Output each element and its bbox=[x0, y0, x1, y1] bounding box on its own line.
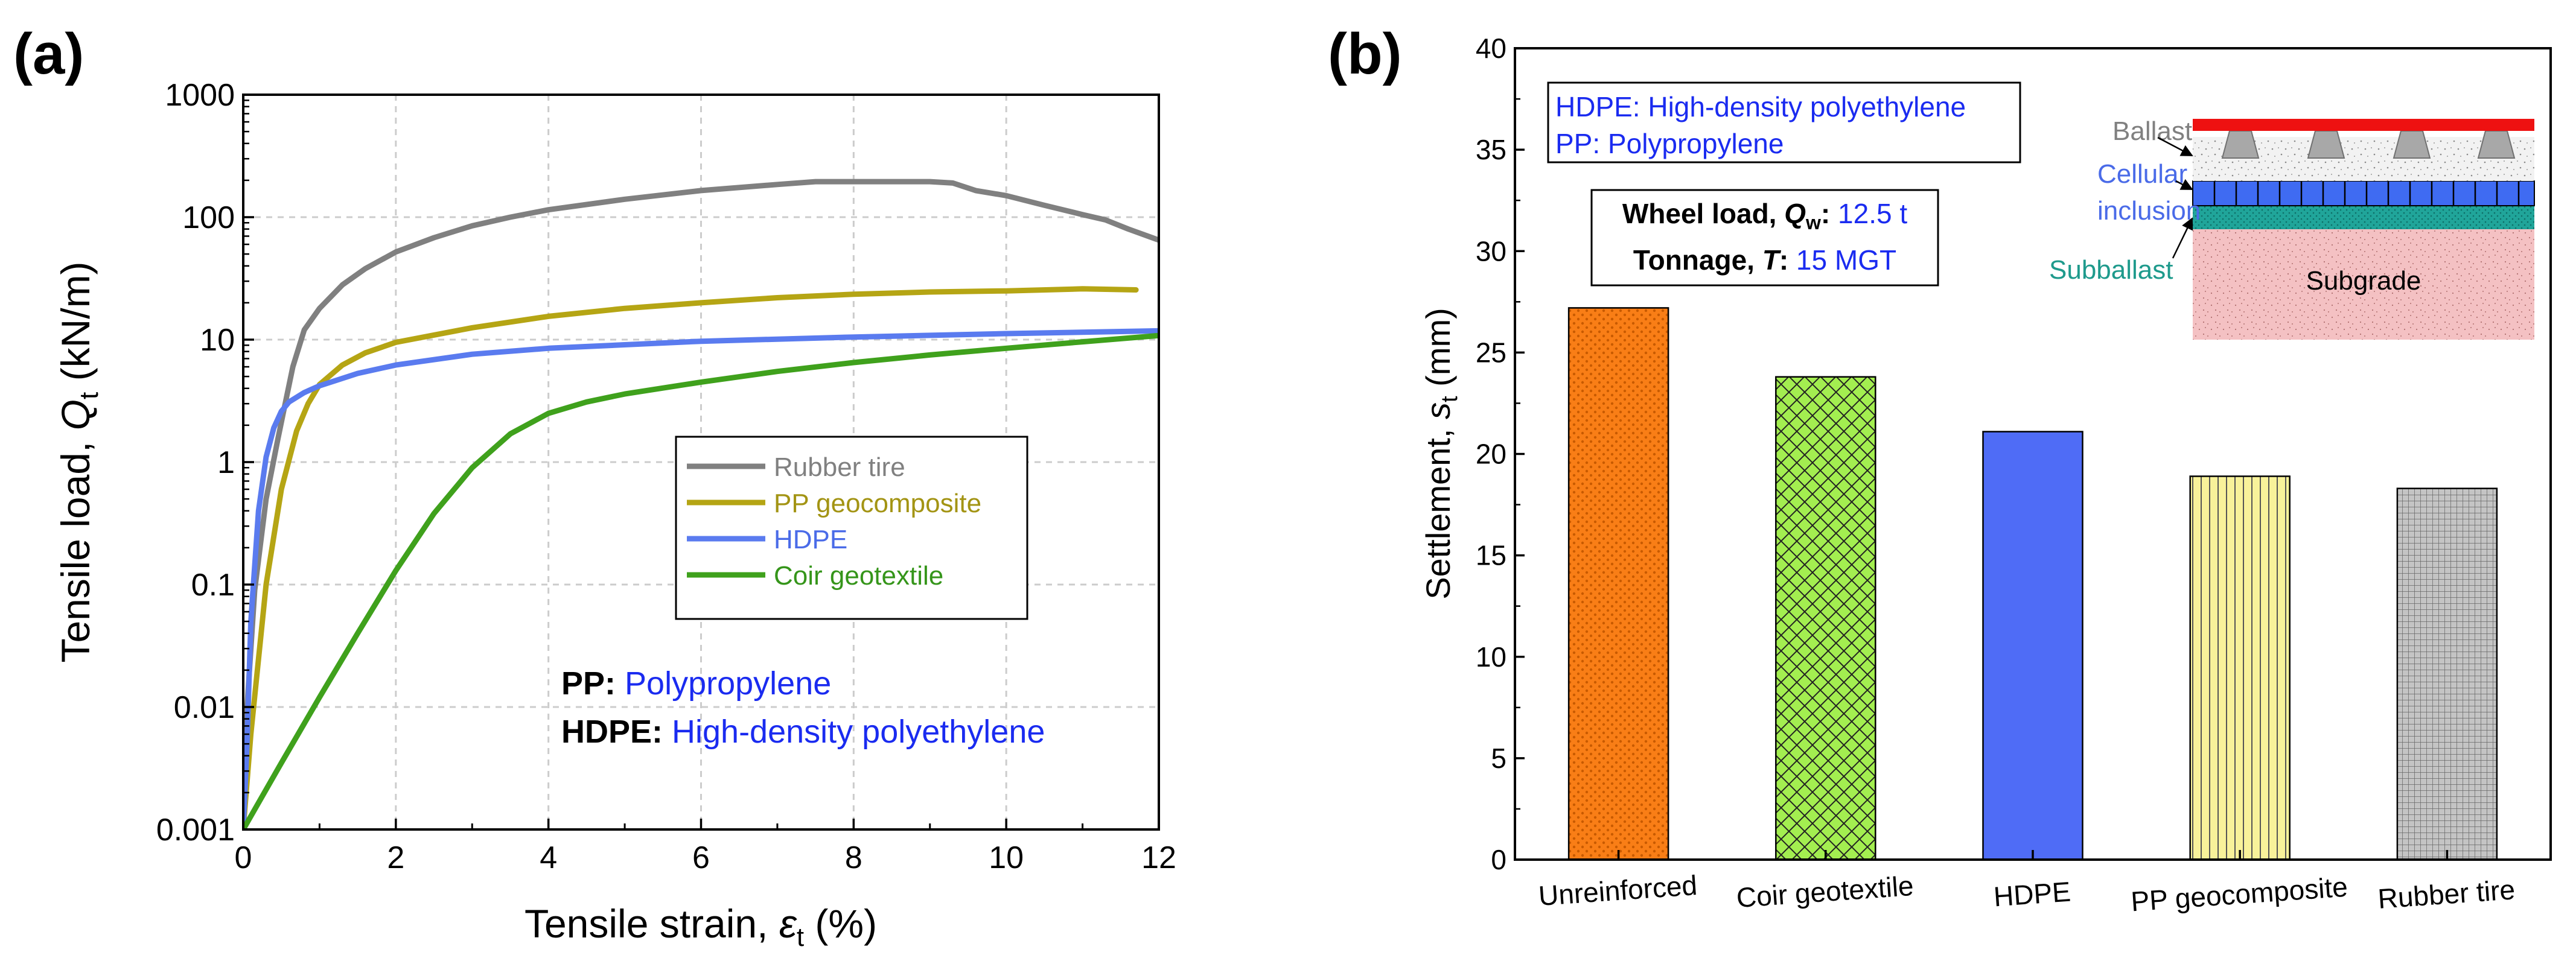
note-hdpe: HDPE: High-density polyethylene bbox=[561, 714, 1045, 750]
y-tick-label: 0.001 bbox=[156, 813, 235, 848]
y-tick-label: 1 bbox=[217, 445, 235, 480]
b-y-tick-label: 35 bbox=[1476, 134, 1506, 165]
panel-b-ticks bbox=[1515, 47, 2449, 861]
arrow-ballast bbox=[2157, 136, 2193, 157]
label-subgrade: Subgrade bbox=[2306, 266, 2421, 296]
panel-a-x-axis-label: Tensile strain, εt (%) bbox=[524, 901, 877, 952]
b-y-tick-label: 20 bbox=[1476, 439, 1506, 470]
x-tick-label: 10 bbox=[989, 840, 1024, 875]
x-tick-label: 0 bbox=[235, 840, 252, 875]
sleeper bbox=[2221, 130, 2260, 159]
y-tick-label: 0.01 bbox=[174, 690, 235, 725]
b-y-tick-label: 5 bbox=[1491, 743, 1506, 774]
y-tick-label: 10 bbox=[200, 323, 235, 358]
abbr-pp: PP: Polypropylene bbox=[1555, 128, 1784, 159]
panel-b-abbreviation-box: HDPE: High-density polyethylene PP: Poly… bbox=[1547, 81, 2021, 163]
sleeper bbox=[2393, 130, 2431, 159]
bar-coir-geotextile bbox=[1775, 376, 1876, 861]
legend-item-pp-geocomposite: PP geocomposite bbox=[687, 489, 981, 518]
label-subballast: Subballast bbox=[2049, 255, 2173, 285]
series-line-pp-geocomposite bbox=[243, 286, 1139, 829]
x-tick-label: 2 bbox=[387, 840, 404, 875]
legend-label-coir-geotextile: Coir geotextile bbox=[774, 561, 943, 591]
series-line-hdpe bbox=[243, 328, 1159, 829]
category-label-pp-geocomposite: PP geocomposite bbox=[2130, 871, 2348, 918]
bar-pp-geocomposite bbox=[2189, 475, 2291, 861]
rail bbox=[2193, 119, 2534, 131]
sleeper bbox=[2307, 130, 2345, 159]
x-tick-label: 6 bbox=[692, 840, 710, 875]
category-label-coir-geotextile: Coir geotextile bbox=[1735, 870, 1914, 913]
bar-hdpe bbox=[1982, 431, 2083, 861]
y-tick-label: 0.1 bbox=[191, 568, 235, 603]
x-tick-label: 4 bbox=[540, 840, 557, 875]
panel-a-y-axis-label: Tensile load, Qt (kN/m) bbox=[53, 261, 104, 662]
panel-b-y-tick-labels: 0 5 10 15 20 25 30 35 40 bbox=[1476, 33, 1506, 875]
arrow-subballast bbox=[2172, 217, 2193, 259]
legend-label-hdpe: HDPE bbox=[774, 525, 847, 554]
tonnage-text: Tonnage, T: 15 MGT bbox=[1633, 244, 1896, 276]
panel-a-y-tick-labels: 0.001 0.01 0.1 1 10 100 1000 bbox=[156, 78, 235, 848]
panel-a-legend: Rubber tire PP geocomposite HDPE Coir ge… bbox=[675, 436, 1028, 620]
legend-label-pp-geocomposite: PP geocomposite bbox=[774, 489, 981, 518]
b-y-tick-label: 30 bbox=[1476, 235, 1506, 267]
legend-item-rubber-tire: Rubber tire bbox=[687, 452, 905, 482]
x-tick-label: 8 bbox=[845, 840, 862, 875]
note-pp: PP: Polypropylene bbox=[561, 665, 831, 702]
legend-item-coir-geotextile: Coir geotextile bbox=[687, 561, 943, 591]
legend-item-hdpe: HDPE bbox=[687, 525, 847, 554]
panel-b-y-axis-label: Settlement, st (mm) bbox=[1419, 308, 1462, 600]
legend-label-rubber-tire: Rubber tire bbox=[774, 452, 905, 482]
wheel-load-text: Wheel load, Qw: 12.5 t bbox=[1622, 198, 1907, 233]
b-y-tick-label: 25 bbox=[1476, 337, 1506, 368]
cellular-inclusion-layer bbox=[2192, 180, 2535, 206]
panel-a-label: (a) bbox=[13, 22, 84, 86]
panel-a-ticks bbox=[242, 94, 1160, 831]
bar-rubber-tire bbox=[2396, 487, 2498, 861]
panel-b-category-labels: Unreinforced Coir geotextile HDPE PP geocom… bbox=[1537, 869, 2516, 918]
panel-b-bars bbox=[1567, 307, 2498, 861]
category-label-rubber-tire: Rubber tire bbox=[2377, 874, 2516, 915]
label-cellular-2: inclusion bbox=[2097, 196, 2201, 226]
x-tick-label: 12 bbox=[1141, 840, 1176, 875]
abbr-hdpe: HDPE: High-density polyethylene bbox=[1555, 91, 1966, 122]
subgrade-layer bbox=[2193, 229, 2534, 340]
b-y-tick-label: 0 bbox=[1491, 844, 1506, 875]
track-schematic: Ballast Cellular inclusion Subballast Su… bbox=[2049, 116, 2535, 340]
panel-b-label: (b) bbox=[1328, 22, 1402, 86]
cellular-inclusion-cells bbox=[2213, 181, 2520, 206]
b-y-tick-label: 40 bbox=[1476, 33, 1506, 64]
category-label-unreinforced: Unreinforced bbox=[1537, 869, 1698, 912]
b-y-tick-label: 10 bbox=[1476, 641, 1506, 673]
panel-b-condition-box: Wheel load, Qw: 12.5 t Tonnage, T: 15 MG… bbox=[1590, 189, 1939, 287]
panel-a-abbreviations: PP: Polypropylene HDPE: High-density pol… bbox=[561, 665, 1045, 750]
y-tick-label: 1000 bbox=[165, 78, 235, 113]
b-y-tick-label: 15 bbox=[1476, 540, 1506, 571]
series-line-coir-geotextile bbox=[243, 332, 1159, 829]
panel-a-x-tick-labels: 0 2 4 6 8 10 12 bbox=[235, 840, 1176, 875]
bar-unreinforced bbox=[1567, 307, 1669, 861]
label-cellular-1: Cellular bbox=[2097, 159, 2187, 189]
panel-a-series bbox=[243, 179, 1159, 829]
label-ballast: Ballast bbox=[2112, 116, 2192, 146]
y-tick-label: 100 bbox=[182, 200, 235, 235]
category-label-hdpe: HDPE bbox=[1992, 876, 2071, 913]
sleeper bbox=[2477, 130, 2516, 159]
subballast-layer bbox=[2193, 206, 2534, 229]
arrow-cellular bbox=[2175, 179, 2193, 191]
